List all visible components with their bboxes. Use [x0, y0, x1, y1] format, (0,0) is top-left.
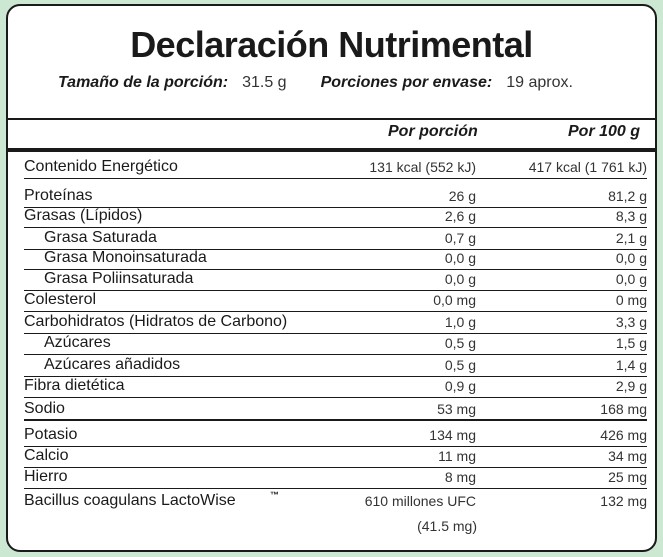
value-per-100g: 0 mg	[615, 292, 647, 308]
nutrient-name: Grasas (Lípidos)	[24, 207, 143, 224]
row-divider	[24, 178, 647, 179]
table-row: Grasas (Lípidos) 2,6 g 8,3 g	[24, 207, 647, 228]
row-divider	[24, 249, 647, 250]
value-per-serving: 8 mg	[444, 469, 476, 485]
divider	[8, 118, 655, 120]
nutrient-name: Azúcares añadidos	[44, 356, 181, 373]
nutrient-name: Proteínas	[24, 187, 93, 204]
table-row: Grasa Saturada 0,7 g 2,1 g	[24, 229, 647, 250]
value-per-serving: 0,0 mg	[433, 292, 476, 308]
value-per-serving: 26 g	[448, 188, 476, 204]
value-per-serving: 53 mg	[437, 401, 476, 417]
table-row: Carbohidratos (Hidratos de Carbono) 1,0 g…	[24, 313, 647, 334]
value-per-serving: 0,5 g	[444, 335, 476, 351]
value-per-100g: 1,5 g	[615, 335, 647, 351]
row-divider	[24, 467, 647, 468]
nutrient-name: Colesterol	[24, 291, 97, 308]
value-per-100g: 0,0 g	[615, 271, 647, 287]
row-divider	[24, 290, 647, 291]
value-per-serving: 134 mg	[429, 427, 476, 443]
table-row: Grasa Monoinsaturada 0,0 g 0,0 g	[24, 249, 647, 270]
column-header-per-100g: Por 100 g	[568, 123, 641, 140]
table-row: Calcio 11 mg 34 mg	[24, 447, 647, 468]
serving-info: Tamaño de la porción: 31.5 g Porciones por…	[58, 74, 573, 92]
row-divider	[24, 488, 647, 489]
row-divider	[24, 269, 647, 270]
column-header-per-serving: Por porción	[388, 123, 478, 140]
row-divider	[24, 446, 647, 447]
value-per-100g: 81,2 g	[608, 188, 647, 204]
value-per-serving: 0,9 g	[444, 378, 476, 394]
value-per-serving: 0,0 g	[444, 271, 476, 287]
row-divider	[24, 207, 647, 208]
nutrient-name: Contenido Energético	[24, 158, 178, 175]
row-divider	[24, 397, 647, 398]
nutrient-name: Fibra dietética	[24, 377, 125, 394]
value-per-100g: 417 kcal (1 761 kJ)	[528, 159, 647, 175]
value-per-serving: 610 millones UFC	[364, 493, 476, 509]
table-row: Sodio 53 mg 168 mg	[24, 400, 647, 421]
value-per-serving: 0,0 g	[444, 250, 476, 266]
table-row: Contenido Energético 131 kcal (552 kJ) 417…	[24, 158, 647, 179]
probiotic-mass-note: (41.5 mg)	[417, 518, 477, 534]
row-divider	[24, 311, 647, 312]
value-per-100g: 25 mg	[608, 469, 647, 485]
table-row: Potasio 134 mg 426 mg	[24, 426, 647, 447]
trademark-symbol: ™	[270, 490, 279, 500]
servings-per-container-value: 19 aprox.	[506, 74, 573, 91]
row-divider	[24, 354, 647, 355]
table-row: Proteínas 26 g 81,2 g	[24, 187, 647, 208]
value-per-serving: 131 kcal (552 kJ)	[369, 159, 476, 175]
serving-size-label: Tamaño de la porción:	[58, 74, 229, 91]
nutrient-name: Sodio	[24, 400, 65, 417]
value-per-100g: 3,3 g	[615, 314, 647, 330]
value-per-100g: 426 mg	[600, 427, 647, 443]
table-row: Azúcares añadidos 0,5 g 1,4 g	[24, 356, 647, 377]
nutrient-name: Potasio	[24, 426, 78, 443]
nutrient-name: Grasa Saturada	[44, 229, 157, 246]
value-per-serving: 11 mg	[438, 448, 476, 464]
nutrient-name: Calcio	[24, 447, 69, 464]
nutrient-name: Grasa Poliinsaturada	[44, 270, 194, 287]
table-row: Grasa Poliinsaturada 0,0 g 0,0 g	[24, 270, 647, 291]
value-per-100g: 2,1 g	[615, 230, 647, 246]
nutrition-label-panel: Declaración Nutrimental Tamaño de la por…	[6, 4, 657, 552]
value-per-100g: 34 mg	[608, 448, 647, 464]
row-divider	[24, 376, 647, 377]
nutrient-name: Hierro	[24, 468, 68, 485]
table-row: Fibra dietética 0,9 g 2,9 g	[24, 377, 647, 398]
value-per-100g: 2,9 g	[615, 378, 647, 394]
value-per-100g: 132 mg	[600, 493, 647, 509]
table-row: Azúcares 0,5 g 1,5 g	[24, 334, 647, 355]
value-per-100g: 168 mg	[600, 401, 647, 417]
servings-per-container-label: Porciones por envase:	[320, 74, 493, 91]
value-per-serving: 1,0 g	[444, 314, 476, 330]
divider-thick	[8, 148, 655, 152]
serving-size-value: 31.5 g	[242, 74, 287, 91]
value-per-serving: 0,7 g	[444, 230, 476, 246]
value-per-100g: 1,4 g	[615, 357, 647, 373]
row-divider	[24, 333, 647, 334]
value-per-100g: 0,0 g	[615, 250, 647, 266]
nutrient-name: Grasa Monoinsaturada	[44, 249, 207, 266]
row-divider	[24, 419, 647, 421]
nutrient-name: Azúcares	[44, 334, 111, 351]
value-per-100g: 8,3 g	[615, 208, 647, 224]
nutrient-name: Bacillus coagulans LactoWise	[24, 492, 236, 509]
table-row: Bacillus coagulans LactoWise ™ 610 millone…	[24, 490, 647, 513]
table-row: Colesterol 0,0 mg 0 mg	[24, 291, 647, 312]
page-title: Declaración Nutrimental	[130, 24, 533, 65]
value-per-serving: 2,6 g	[444, 208, 476, 224]
value-per-serving: 0,5 g	[444, 357, 476, 373]
table-row: Hierro 8 mg 25 mg	[24, 468, 647, 489]
row-divider	[24, 227, 647, 228]
nutrient-name: Carbohidratos (Hidratos de Carbono)	[24, 313, 288, 330]
